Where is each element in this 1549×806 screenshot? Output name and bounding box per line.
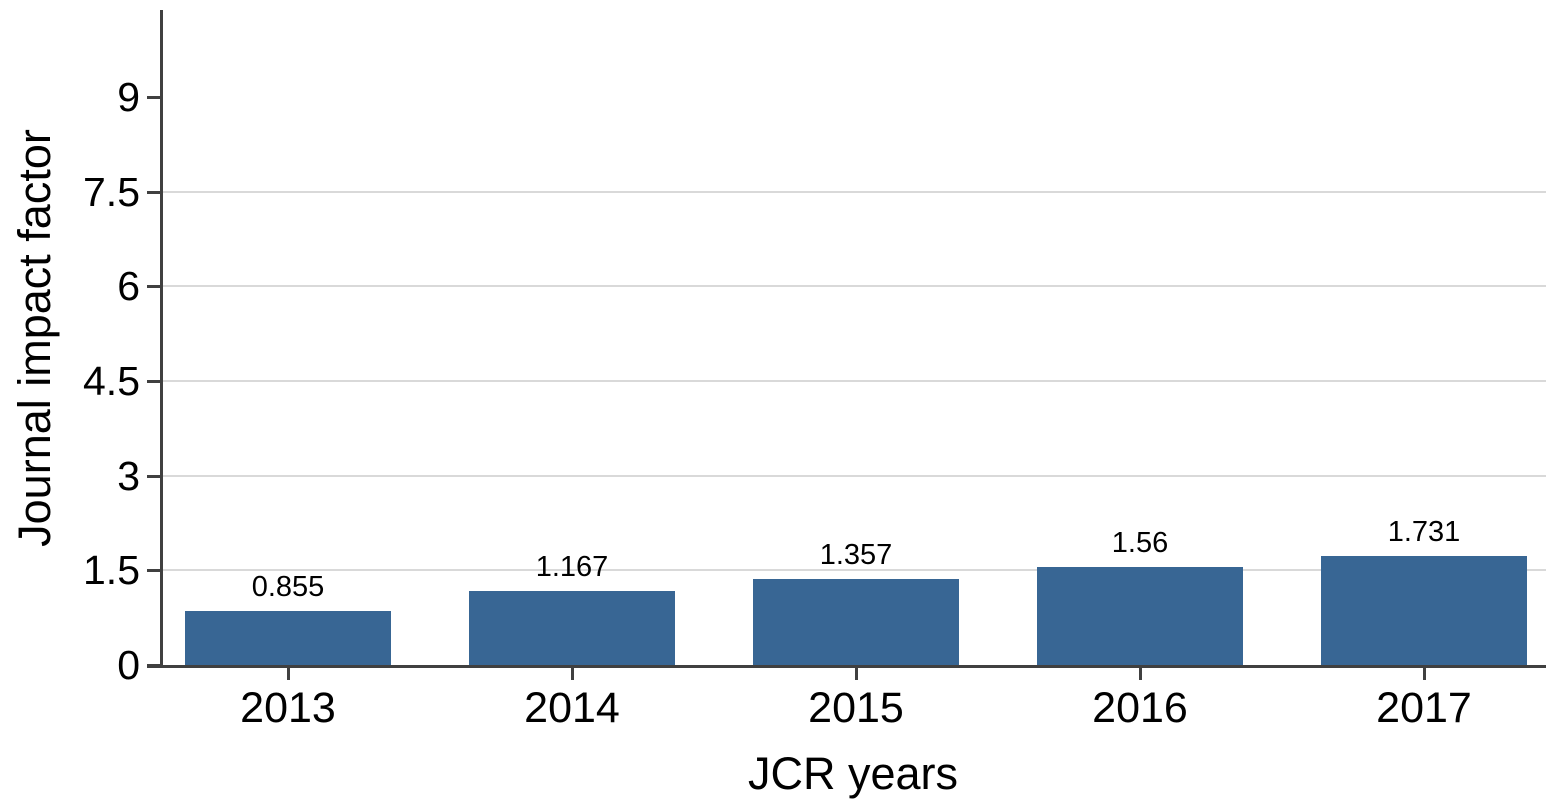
y-tick-mark (147, 379, 160, 383)
gridline (162, 474, 1546, 477)
bar-value-label: 1.167 (535, 551, 609, 583)
x-tick-label: 2017 (1376, 684, 1472, 732)
x-tick-mark (571, 668, 574, 680)
y-tick-label: 9 (117, 73, 140, 120)
y-tick-label: 6 (117, 263, 140, 310)
x-tick-mark (287, 668, 290, 680)
bar-value-label: 1.56 (1111, 527, 1169, 559)
y-tick-mark (147, 664, 160, 667)
y-tick-label: 0 (117, 642, 140, 688)
y-tick-mark (147, 190, 160, 194)
y-axis-line (160, 10, 163, 668)
y-tick-label: 7.5 (83, 168, 140, 215)
x-tick-mark (855, 668, 858, 680)
bar-value-label: 1.357 (819, 539, 893, 571)
y-tick-mark (147, 569, 160, 573)
gridline (162, 379, 1546, 382)
bar-value-label: 1.731 (1387, 516, 1461, 548)
bar (185, 611, 391, 665)
bar (469, 591, 675, 665)
x-tick-label: 2015 (808, 684, 904, 732)
y-tick-mark (147, 474, 160, 478)
bar (753, 579, 959, 665)
x-tick-label: 2014 (524, 684, 620, 732)
x-tick-mark (1423, 668, 1426, 680)
y-axis-title: Journal impact factor (9, 129, 60, 547)
x-tick-mark (1139, 668, 1142, 680)
y-tick-label: 4.5 (83, 357, 140, 404)
x-tick-label: 2016 (1092, 684, 1188, 732)
gridline (162, 190, 1546, 193)
gridline (162, 285, 1546, 288)
y-tick-label: 3 (117, 452, 140, 499)
y-tick-label: 1.5 (83, 547, 140, 594)
x-axis-title: JCR years (747, 748, 959, 799)
x-axis-line (147, 665, 1546, 668)
bar (1321, 556, 1527, 665)
x-tick-label: 2013 (240, 684, 336, 732)
gridline (162, 569, 1546, 572)
y-tick-mark (147, 285, 160, 289)
bar-value-label: 0.855 (251, 571, 325, 603)
bar (1037, 567, 1243, 665)
y-tick-mark (147, 95, 160, 99)
